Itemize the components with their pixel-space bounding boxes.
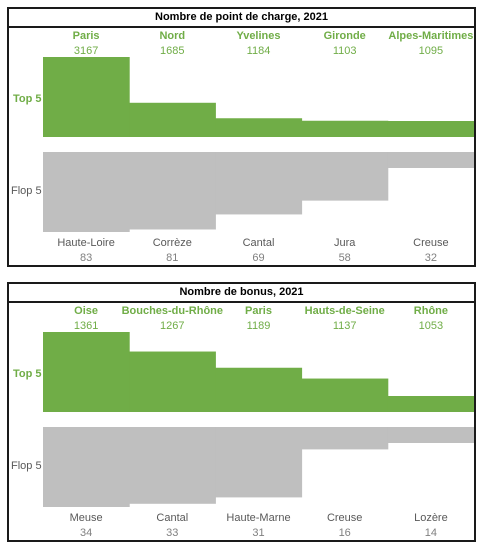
flop-value-label: 83 <box>80 252 92 264</box>
flop-category-label: Haute-Marne <box>226 512 290 524</box>
chart-bonus: Oise 1361 Bouches-du-Rhône 1267 Paris 1189 Hau… <box>11 305 474 539</box>
top-value-label: 3167 <box>74 45 98 57</box>
top-bar <box>129 102 216 137</box>
flop-value-label: 33 <box>166 527 178 539</box>
top-value-label: 1103 <box>333 45 357 57</box>
flop-category-label: Corrèze <box>153 237 192 249</box>
chart-panel-charging-points: Nombre de point de charge, 2021 Paris 316… <box>7 7 476 267</box>
flop-bar <box>129 427 216 504</box>
row-label-top: Top 5 <box>13 368 42 380</box>
row-label-flop: Flop 5 <box>11 185 42 197</box>
top-bar <box>301 120 389 137</box>
top-value-label: 1095 <box>419 45 443 57</box>
top-bar <box>387 396 474 412</box>
top-value-label: 1137 <box>333 320 357 332</box>
row-label-top: Top 5 <box>13 93 42 105</box>
top-value-label: 1053 <box>419 320 443 332</box>
flop-category-label: Cantal <box>156 512 188 524</box>
flop-category-label: Cantal <box>243 237 275 249</box>
top-bar <box>43 332 130 412</box>
chart-charging-points: Paris 3167 Nord 1685 Yvelines 1184 Gironde 1103… <box>11 30 474 264</box>
top-category-label: Nord <box>159 30 185 42</box>
flop-value-label: 31 <box>252 527 264 539</box>
flop-bar <box>387 427 474 443</box>
top-category-label: Gironde <box>324 30 366 42</box>
flop-bar <box>129 152 216 230</box>
flop-bar <box>301 152 389 201</box>
top-category-label: Yvelines <box>236 30 280 42</box>
top-value-label: 1267 <box>160 320 184 332</box>
top-value-label: 1685 <box>160 45 184 57</box>
top-category-label: Paris <box>245 305 272 317</box>
flop-category-label: Lozère <box>414 512 448 524</box>
flop-value-label: 14 <box>425 527 437 539</box>
flop-bar <box>301 427 389 450</box>
chart-title: Nombre de bonus, 2021 <box>9 284 474 303</box>
flop-category-label: Meuse <box>70 512 103 524</box>
top-category-label: Oise <box>74 305 98 317</box>
flop-value-label: 58 <box>339 252 351 264</box>
top-bar <box>129 351 216 412</box>
top-category-label: Alpes-Maritimes <box>388 30 473 42</box>
top-bar <box>301 378 389 412</box>
row-label-flop: Flop 5 <box>11 460 42 472</box>
flop-category-label: Haute-Loire <box>57 237 114 249</box>
top-bar <box>215 118 303 137</box>
flop-bar <box>387 152 474 168</box>
flop-value-label: 32 <box>425 252 437 264</box>
flop-bar <box>215 427 303 498</box>
top-value-label: 1189 <box>247 320 271 332</box>
flop-category-label: Creuse <box>327 512 362 524</box>
top-category-label: Bouches-du-Rhône <box>122 305 223 317</box>
flop-category-label: Jura <box>334 237 356 249</box>
flop-value-label: 69 <box>252 252 264 264</box>
flop-bar <box>43 427 130 507</box>
top-category-label: Hauts-de-Seine <box>305 305 385 317</box>
top-bar <box>215 367 303 412</box>
top-value-label: 1361 <box>74 320 98 332</box>
chart-panel-bonus: Nombre de bonus, 2021 Oise 1361 Bouches-du… <box>7 282 476 542</box>
top-bar <box>43 57 130 137</box>
chart-title: Nombre de point de charge, 2021 <box>9 9 474 28</box>
flop-bar <box>215 152 303 215</box>
flop-value-label: 81 <box>166 252 178 264</box>
flop-bar <box>43 152 130 232</box>
top-value-label: 1184 <box>247 45 271 57</box>
top-bar <box>387 121 474 137</box>
flop-value-label: 34 <box>80 527 92 539</box>
top-category-label: Rhône <box>414 305 448 317</box>
flop-category-label: Creuse <box>413 237 448 249</box>
top-category-label: Paris <box>73 30 100 42</box>
flop-value-label: 16 <box>339 527 351 539</box>
